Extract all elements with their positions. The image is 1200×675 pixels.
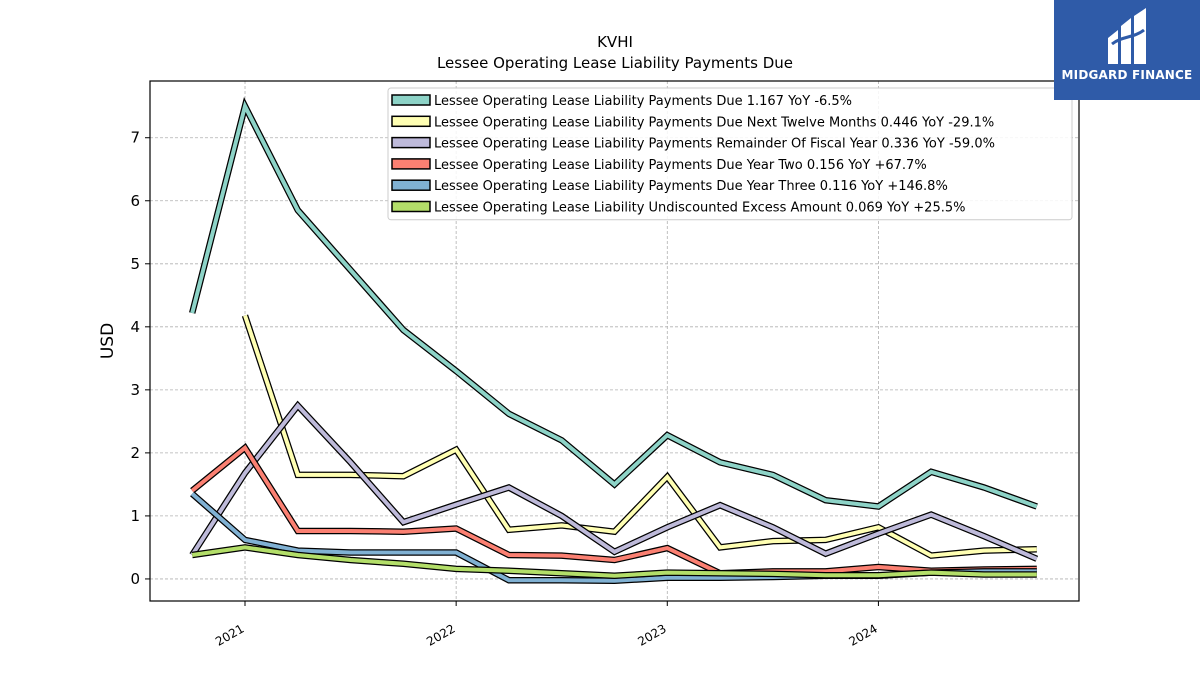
legend-label: Lessee Operating Lease Liability Payment…	[434, 179, 948, 194]
logo-text: MIDGARD FINANCE	[1061, 68, 1193, 82]
y-tick-label: 0	[130, 570, 140, 588]
legend-swatch	[391, 136, 431, 149]
series-lines	[189, 97, 1039, 585]
legend-box	[387, 87, 1073, 221]
y-axis-label: USD	[98, 323, 118, 359]
series-line-2	[243, 314, 1037, 558]
legend-label: Lessee Operating Lease Liability Payment…	[434, 137, 995, 152]
legend-label: Lessee Operating Lease Liability Undisco…	[434, 201, 965, 216]
y-tick-label: 1	[130, 507, 140, 525]
y-tick-label: 3	[130, 381, 140, 399]
series-line-1	[190, 100, 1038, 509]
midgard-finance-logo: MIDGARD FINANCE	[1054, 0, 1200, 100]
logo-mark-icon	[1108, 8, 1146, 64]
legend-label: Lessee Operating Lease Liability Payment…	[434, 115, 994, 130]
y-tick-label: 2	[130, 444, 140, 462]
y-tick-label: 6	[130, 192, 140, 210]
x-tick-label: 2022	[424, 621, 457, 648]
x-tick-label: 2021	[213, 621, 246, 648]
legend-swatch	[391, 115, 431, 128]
legend-label: Lessee Operating Lease Liability Payment…	[434, 158, 927, 173]
plot-frame	[149, 80, 1080, 602]
y-tick-label: 7	[130, 129, 140, 147]
series-line-4	[190, 444, 1037, 576]
legend-swatch	[391, 179, 431, 191]
legend-label: Lessee Operating Lease Liability Payment…	[434, 94, 852, 109]
x-tick-label: 2023	[635, 621, 668, 648]
legend-swatch	[391, 94, 431, 106]
y-tick-label: 5	[130, 255, 140, 273]
x-tick-label: 2024	[846, 621, 879, 648]
legend-swatch	[391, 158, 431, 170]
legend: Lessee Operating Lease Liability Payment…	[387, 87, 1073, 221]
chart-subtitle: Lessee Operating Lease Liability Payment…	[437, 54, 793, 72]
chart-title: KVHI	[597, 33, 633, 51]
series-line-3	[190, 402, 1038, 561]
legend-swatch	[391, 200, 431, 213]
series-line-6	[191, 545, 1037, 578]
y-tick-label: 4	[130, 318, 140, 336]
